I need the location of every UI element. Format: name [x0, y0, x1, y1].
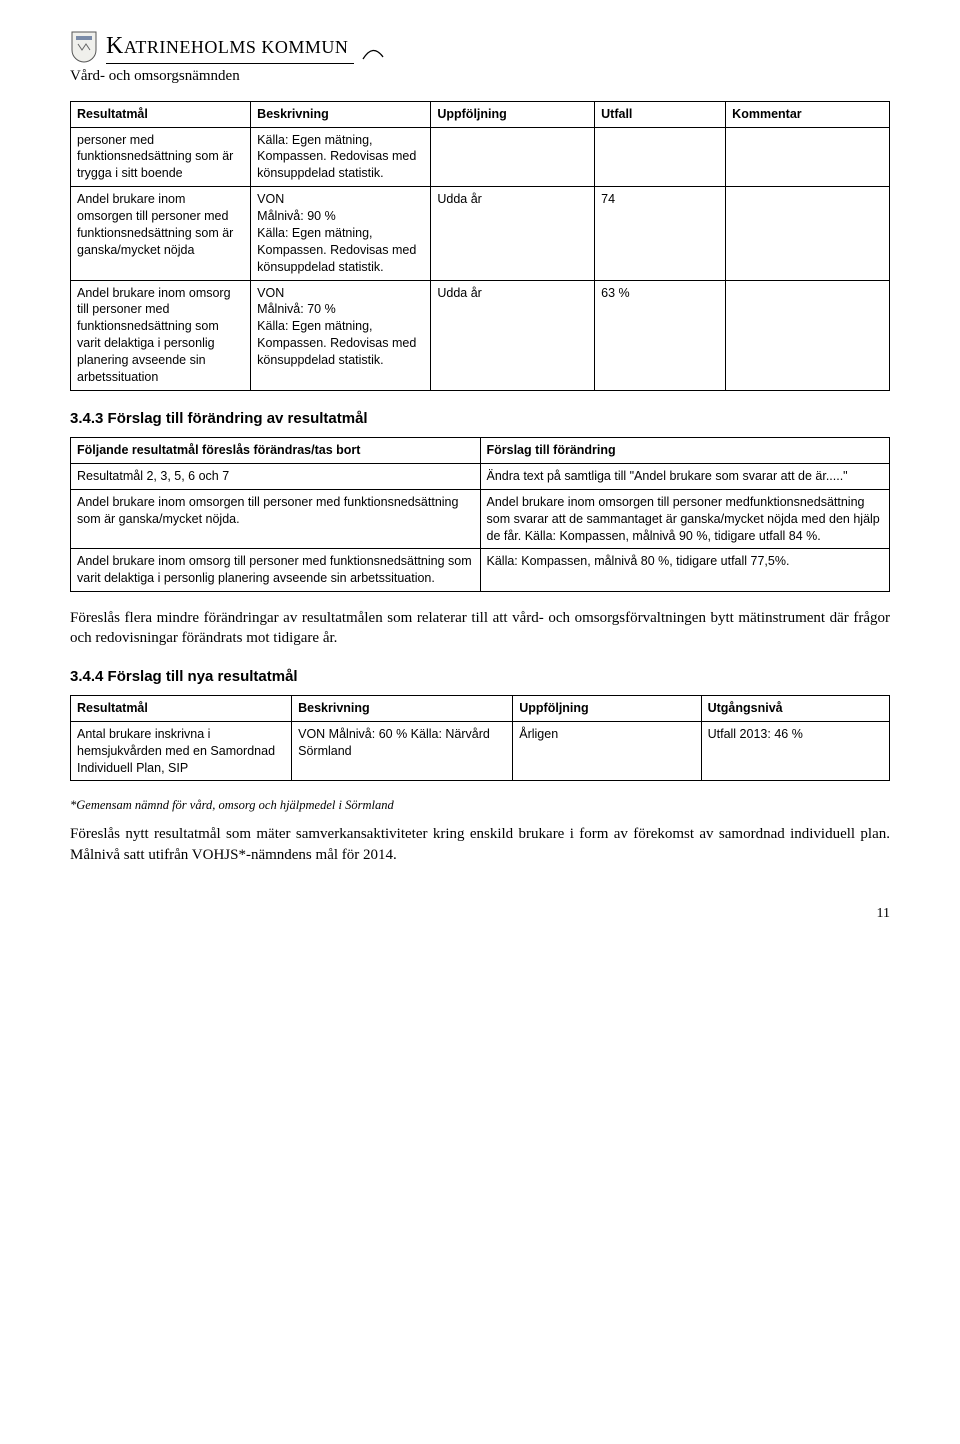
cell [726, 127, 890, 187]
municipality-initial: K [106, 30, 124, 62]
cell: Antal brukare inskrivna i hemsjukvården … [71, 721, 292, 781]
cell: Årligen [513, 721, 701, 781]
swoosh-icon [362, 47, 384, 61]
table-header-row: Följande resultatmål föreslås förändras/… [71, 438, 890, 464]
cell: Andel brukare inom omsorgen till persone… [71, 489, 481, 549]
th-kommentar: Kommentar [726, 101, 890, 127]
footnote: *Gemensam nämnd för vård, omsorg och hjä… [70, 797, 890, 814]
cell: Utfall 2013: 46 % [701, 721, 889, 781]
th-forslag: Förslag till förändring [480, 438, 890, 464]
cell: Andel brukare inom omsorg till personer … [71, 549, 481, 592]
cell [726, 280, 890, 390]
cell: Resultatmål 2, 3, 5, 6 och 7 [71, 463, 481, 489]
table-row: Andel brukare inom omsorgen till persone… [71, 187, 890, 280]
page-header: KATRINEHOLMS KOMMUN [70, 30, 890, 64]
th-foreslagna: Följande resultatmål föreslås förändras/… [71, 438, 481, 464]
table-resultatmal: Resultatmål Beskrivning Uppföljning Utfa… [70, 101, 890, 391]
cell [431, 127, 595, 187]
cell: Udda år [431, 187, 595, 280]
paragraph-2: Föreslås nytt resultatmål som mäter samv… [70, 824, 890, 865]
table-row: Andel brukare inom omsorg till personer … [71, 549, 890, 592]
table-nya-resultatmal: Resultatmål Beskrivning Uppföljning Utgå… [70, 695, 890, 782]
table-row: personer med funktionsnedsättning som är… [71, 127, 890, 187]
th-uppfoljning: Uppföljning [431, 101, 595, 127]
page-number: 11 [70, 905, 890, 924]
th-beskrivning: Beskrivning [251, 101, 431, 127]
cell: Andel brukare inom omsorgen till persone… [71, 187, 251, 280]
th-beskrivning: Beskrivning [292, 695, 513, 721]
heading-344: 3.4.4 Förslag till nya resultatmål [70, 667, 890, 687]
th-utgangsniva: Utgångsnivå [701, 695, 889, 721]
cell: Andel brukare inom omsorgen till persone… [480, 489, 890, 549]
cell: VON Målnivå: 90 % Källa: Egen mätning, K… [251, 187, 431, 280]
municipality-rest: ATRINEHOLMS KOMMUN [124, 35, 349, 59]
cell [595, 127, 726, 187]
cell: personer med funktionsnedsättning som är… [71, 127, 251, 187]
table-row: Andel brukare inom omsorgen till persone… [71, 489, 890, 549]
table-forandring: Följande resultatmål föreslås förändras/… [70, 437, 890, 592]
cell: VON Målnivå: 60 % Källa: Närvård Sörmlan… [292, 721, 513, 781]
cell: Udda år [431, 280, 595, 390]
table-row: Antal brukare inskrivna i hemsjukvården … [71, 721, 890, 781]
cell: 63 % [595, 280, 726, 390]
cell: Källa: Egen mätning, Kompassen. Redovisa… [251, 127, 431, 187]
cell [726, 187, 890, 280]
crest-icon [70, 30, 98, 64]
table-header-row: Resultatmål Beskrivning Uppföljning Utfa… [71, 101, 890, 127]
table-header-row: Resultatmål Beskrivning Uppföljning Utgå… [71, 695, 890, 721]
cell: Ändra text på samtliga till "Andel bruka… [480, 463, 890, 489]
cell: 74 [595, 187, 726, 280]
heading-343: 3.4.3 Förslag till förändring av resulta… [70, 409, 890, 429]
th-uppfoljning: Uppföljning [513, 695, 701, 721]
table-row: Andel brukare inom omsorg till personer … [71, 280, 890, 390]
cell: VON Målnivå: 70 % Källa: Egen mätning, K… [251, 280, 431, 390]
department-name: Vård- och omsorgsnämnden [70, 66, 890, 86]
th-resultatmal: Resultatmål [71, 695, 292, 721]
table-row: Resultatmål 2, 3, 5, 6 och 7 Ändra text … [71, 463, 890, 489]
paragraph-1: Föreslås flera mindre förändringar av re… [70, 608, 890, 649]
cell: Källa: Kompassen, målnivå 80 %, tidigare… [480, 549, 890, 592]
municipality-name: KATRINEHOLMS KOMMUN [106, 30, 354, 64]
th-utfall: Utfall [595, 101, 726, 127]
th-resultatmal: Resultatmål [71, 101, 251, 127]
cell: Andel brukare inom omsorg till personer … [71, 280, 251, 390]
